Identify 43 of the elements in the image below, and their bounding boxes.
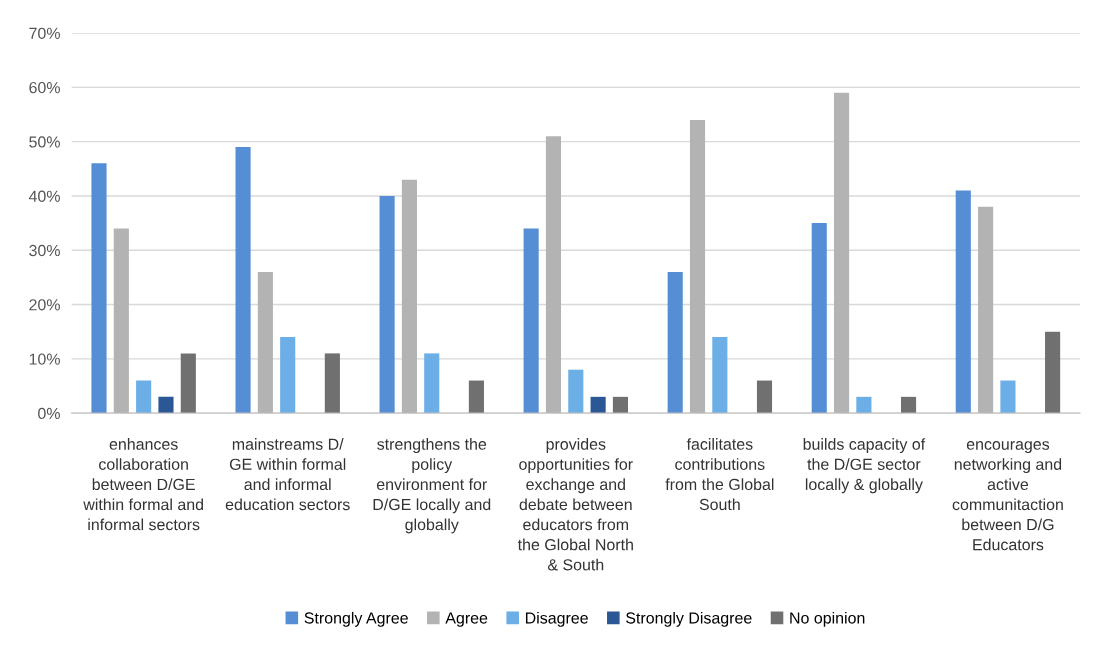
- y-tick-label: 0%: [38, 407, 60, 420]
- y-tick-label: 40%: [28, 190, 60, 202]
- x-tick-label: enhances collaboration between D/GE within formal and informal sectors: [83, 438, 203, 531]
- bar: [280, 337, 296, 414]
- bar: [1045, 331, 1061, 414]
- legend-label: Disagree: [525, 611, 588, 627]
- bar: [756, 380, 773, 414]
- bar: [324, 353, 340, 414]
- x-tick-label: facilitates contributions from the Global South: [665, 438, 774, 511]
- bar: [136, 380, 152, 414]
- bar: [235, 147, 251, 414]
- bar: [91, 163, 107, 414]
- bar: [811, 223, 827, 414]
- y-tick-label: 10%: [29, 353, 60, 365]
- bar: [590, 396, 606, 414]
- legend-label: Agree: [445, 612, 488, 627]
- bar: [379, 195, 395, 414]
- x-tick-label: strengthens the policy environment for D/GE locally and globally: [373, 438, 491, 534]
- bar: [523, 228, 539, 414]
- bar: [612, 396, 629, 414]
- bar: [1000, 380, 1016, 414]
- bar: [667, 271, 683, 414]
- bar: [955, 190, 971, 414]
- bar: [424, 353, 440, 414]
- y-tick-label: 60%: [29, 81, 60, 94]
- bar: [900, 396, 917, 414]
- bar: [712, 337, 728, 414]
- bar: [568, 369, 584, 414]
- legend-label: Strongly Disagree: [626, 611, 752, 627]
- bar: [856, 396, 872, 414]
- bar: [158, 396, 174, 414]
- y-tick-label: 30%: [29, 244, 60, 257]
- x-tick-label: mainstreams D/ GE within formal and informal education sectors: [225, 438, 350, 511]
- y-tick-label: 20%: [29, 299, 60, 311]
- x-tick-label: builds capacity of the D/GE sector locally & globally: [803, 438, 926, 494]
- y-tick-label: 50%: [29, 136, 60, 148]
- y-tick-label: 70%: [29, 27, 60, 39]
- x-tick-label: encourages networking and active communitaction between D/G Educators: [952, 441, 1063, 551]
- bar: [468, 380, 484, 414]
- legend-label: No opinion: [790, 611, 865, 627]
- x-tick-label: provides opportunities for exchange and debate between educators from the Global North & South: [517, 438, 633, 571]
- bar: [180, 353, 196, 414]
- legend-label: Strongly Agree: [304, 611, 408, 627]
